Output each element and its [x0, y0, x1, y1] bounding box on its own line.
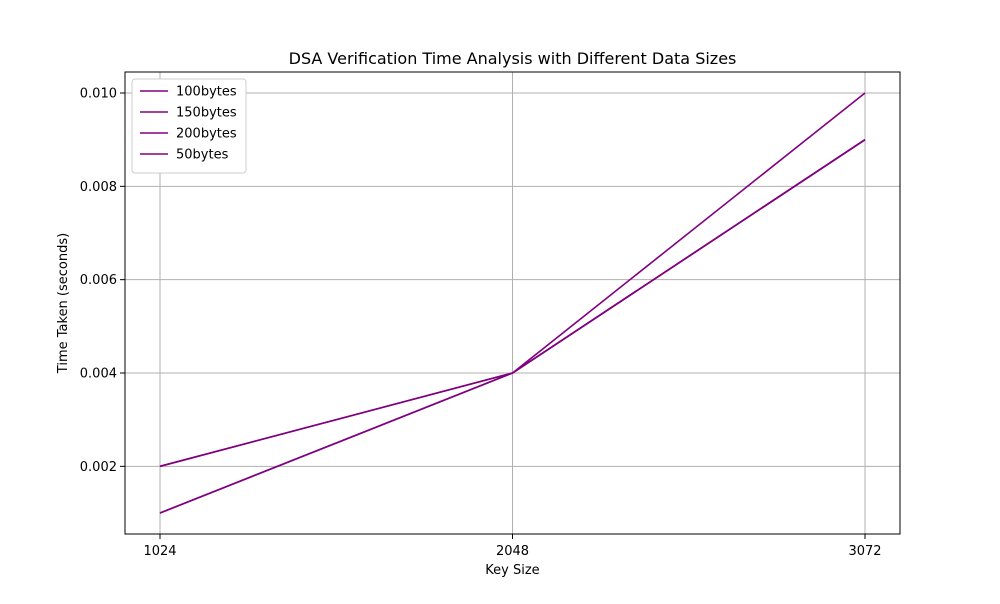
y-tick-label: 0.008	[80, 180, 117, 195]
legend-label: 150bytes	[176, 106, 237, 121]
series-line-50bytes	[159, 92, 866, 514]
chart-title: DSA Verification Time Analysis with Diff…	[289, 49, 737, 68]
y-tick-label: 0.002	[80, 460, 117, 475]
legend: 100bytes 150bytes 200bytes 50bytes	[131, 78, 247, 174]
x-tick-label: 3072	[848, 544, 881, 559]
legend-label: 50bytes	[176, 148, 229, 163]
x-axis-ticks: 1024 2048 3072	[143, 534, 882, 559]
legend-label: 100bytes	[176, 85, 237, 100]
x-tick-label: 2048	[496, 544, 529, 559]
y-tick-label: 0.010	[80, 87, 117, 102]
x-axis-label: Key Size	[485, 563, 539, 578]
legend-box	[131, 78, 247, 174]
x-tick-label: 1024	[143, 544, 176, 559]
y-tick-label: 0.006	[80, 273, 117, 288]
y-axis-ticks: 0.002 0.004 0.006 0.008 0.010	[80, 87, 125, 475]
legend-label: 200bytes	[176, 127, 237, 142]
y-axis-label: Time Taken (seconds)	[56, 233, 71, 374]
series-lines	[159, 92, 866, 514]
y-tick-label: 0.004	[80, 367, 117, 382]
